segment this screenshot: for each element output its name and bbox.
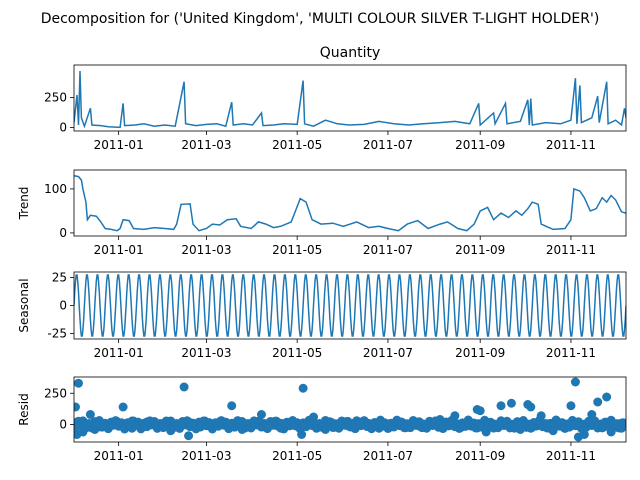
- quantity-xtick-label: 2011-03: [181, 138, 231, 152]
- seasonal-xtick-label: 2011-11: [546, 346, 596, 360]
- quantity-title: Quantity: [320, 45, 381, 61]
- trend-xtick-label: 2011-05: [272, 243, 322, 257]
- resid-point: [227, 401, 237, 411]
- resid-xtick-label: 2011-05: [272, 449, 322, 463]
- resid-ylabel: Resid: [17, 393, 31, 425]
- trend-ylabel: Trend: [17, 187, 31, 221]
- figure-suptitle: Decomposition for ('United Kingdom', 'MU…: [41, 11, 600, 27]
- resid-point: [526, 402, 536, 412]
- resid-point: [566, 401, 576, 411]
- quantity-axes-frame: [73, 64, 627, 132]
- resid-xtick-label: 2011-07: [363, 449, 413, 463]
- resid-point: [506, 398, 516, 408]
- quantity-ytick-label: 250: [44, 90, 67, 104]
- seasonal-panel: Seasonal -25 0 25 2011-01 2011-03 2011-05 2011-…: [17, 271, 627, 360]
- resid-ytick-label: 0: [59, 418, 67, 432]
- quantity-xtick-label: 2011-01: [94, 138, 144, 152]
- quantity-xtick-label: 2011-09: [455, 138, 505, 152]
- resid-ytick-label: 250: [44, 386, 67, 400]
- resid-point: [475, 406, 485, 416]
- seasonal-xtick-label: 2011-07: [363, 346, 413, 360]
- seasonal-xtick-label: 2011-01: [94, 346, 144, 360]
- trend-xtick-label: 2011-09: [455, 243, 505, 257]
- resid-xtick-label: 2011-03: [181, 449, 231, 463]
- trend-xtick-label: 2011-07: [363, 243, 413, 257]
- seasonal-xtick-label: 2011-03: [181, 346, 231, 360]
- resid-axes-frame: [73, 376, 627, 443]
- trend-ytick-label: 0: [59, 226, 67, 240]
- trend-line: [74, 174, 626, 232]
- seasonal-xtick-label: 2011-09: [455, 346, 505, 360]
- quantity-series: [74, 70, 626, 129]
- quantity-ytick-label: 0: [59, 120, 67, 134]
- trend-panel: Trend 0 100 2011-01 2011-03 2011-05 2011-07 201…: [17, 169, 627, 257]
- resid-point: [298, 383, 308, 393]
- resid-xtick-label: 2011-09: [455, 449, 505, 463]
- quantity-line: [74, 70, 626, 129]
- seasonal-ytick-label: 0: [59, 299, 67, 313]
- resid-point: [184, 431, 194, 441]
- trend-ytick-label: 100: [44, 182, 67, 196]
- resid-point: [85, 410, 95, 419]
- resid-xtick-label: 2011-11: [546, 449, 596, 463]
- resid-point: [74, 378, 83, 388]
- resid-point: [602, 392, 612, 402]
- trend-xtick-label: 2011-11: [546, 243, 596, 257]
- seasonal-line: [74, 274, 626, 337]
- resid-xtick-label: 2011-01: [94, 449, 144, 463]
- seasonal-ytick-label: 25: [52, 271, 67, 285]
- resid-panel: Resid 0 250 2011-01 2011-03 2011-05 2011-07 201…: [17, 376, 627, 463]
- resid-point: [74, 402, 80, 412]
- quantity-xtick-label: 2011-11: [546, 138, 596, 152]
- quantity-xtick-label: 2011-05: [272, 138, 322, 152]
- trend-axes-frame: [73, 169, 627, 237]
- seasonal-ytick-label: -25: [47, 326, 67, 340]
- resid-point: [179, 382, 189, 392]
- resid-point: [256, 410, 266, 419]
- quantity-xtick-label: 2011-07: [363, 138, 413, 152]
- resid-point: [570, 377, 580, 387]
- quantity-panel: Quantity 0 250 2011-01 2011-03 2011-05 2011-07…: [44, 45, 627, 152]
- trend-xtick-label: 2011-03: [181, 243, 231, 257]
- seasonal-ylabel: Seasonal: [17, 278, 31, 332]
- resid-point: [496, 401, 506, 411]
- trend-series: [74, 174, 626, 232]
- seasonal-xtick-label: 2011-05: [272, 346, 322, 360]
- resid-series: [74, 377, 626, 442]
- resid-point: [621, 419, 626, 429]
- resid-point: [593, 397, 603, 407]
- seasonal-series: [74, 274, 626, 337]
- resid-point: [118, 402, 128, 412]
- trend-xtick-label: 2011-01: [94, 243, 144, 257]
